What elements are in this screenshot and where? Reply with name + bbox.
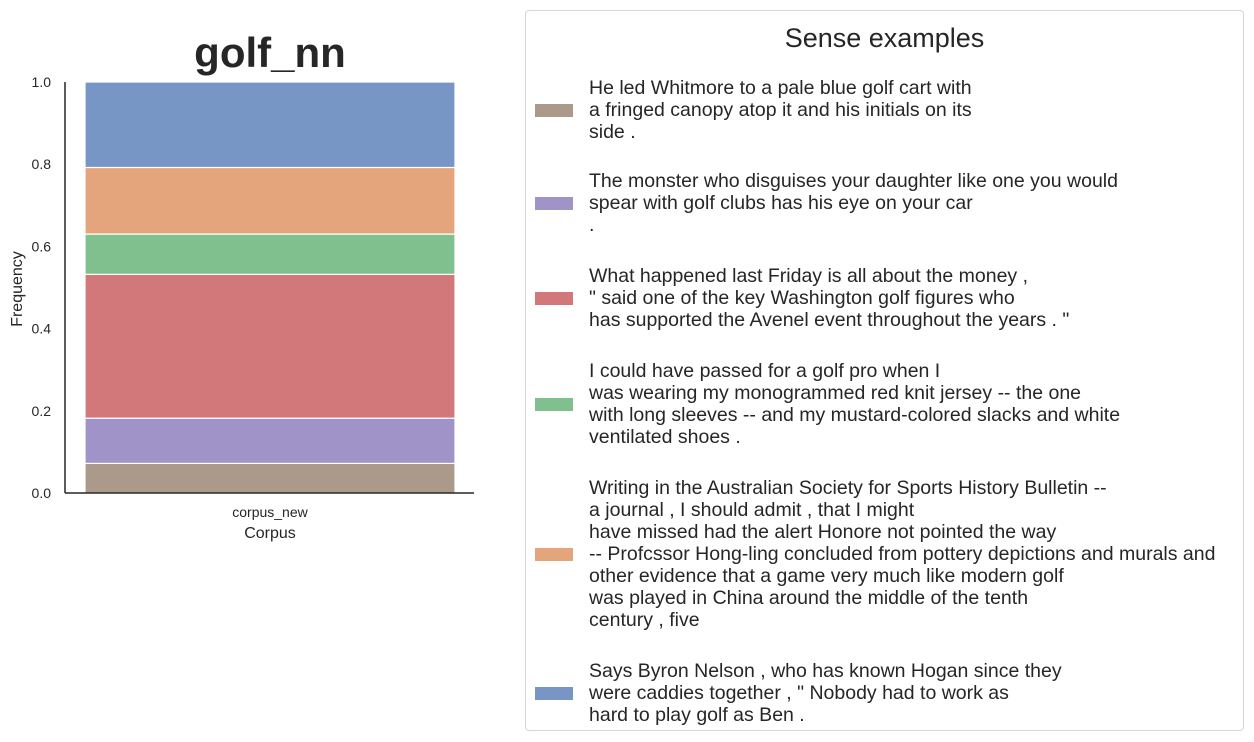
chart: golf_nn 0.0 0.2 0.4 0.6 0.8 1.0 corpus_new Co… [9, 29, 474, 542]
bar-segment-1 [84, 462, 456, 494]
legend-entry: I could have passed for a golf pro when … [526, 360, 1243, 448]
legend-swatch [535, 104, 573, 117]
x-axis-label: Corpus [244, 525, 296, 542]
legend-entry: Says Byron Nelson , who has known Hogan … [526, 660, 1243, 726]
y-tick-label: 0.6 [32, 238, 52, 254]
legend-swatch [535, 197, 573, 210]
chart-title: golf_nn [194, 29, 346, 76]
y-axis-label: Frequency [9, 251, 26, 327]
y-tick-label: 0.4 [32, 321, 52, 337]
y-tick-label: 0.2 [32, 403, 52, 419]
legend-entry: What happened last Friday is all about t… [526, 265, 1243, 331]
legend-label: Says Byron Nelson , who has known Hogan … [589, 660, 1062, 726]
x-tick-label: corpus_new [232, 504, 308, 520]
legend-entry: The monster who disguises your daughter … [526, 170, 1243, 236]
y-tick-label: 0.8 [32, 156, 52, 172]
legend-label: The monster who disguises your daughter … [589, 170, 1118, 236]
bar-segment-3 [84, 273, 456, 419]
legend-swatch [535, 687, 573, 700]
bar-segment-5 [84, 166, 456, 235]
y-tick-label: 1.0 [32, 74, 52, 90]
bar-segment-4 [84, 233, 456, 275]
bar-segment-2 [84, 417, 456, 465]
legend-label: Writing in the Australian Society for Sp… [589, 477, 1216, 631]
x-tick-labels: corpus_new [232, 504, 308, 520]
legend-entry: Writing in the Australian Society for Sp… [526, 477, 1243, 631]
y-tick-label: 0.0 [32, 485, 52, 501]
legend: Sense examples He led Whitmore to a pale… [525, 10, 1244, 731]
y-tick-labels: 0.0 0.2 0.4 0.6 0.8 1.0 [32, 74, 52, 501]
legend-swatch [535, 548, 573, 561]
legend-label: What happened last Friday is all about t… [589, 265, 1070, 331]
legend-entry: He led Whitmore to a pale blue golf cart… [526, 77, 1243, 143]
legend-label: He led Whitmore to a pale blue golf cart… [589, 77, 972, 143]
bar-segment-6 [84, 81, 456, 169]
legend-label: I could have passed for a golf pro when … [589, 360, 1121, 448]
legend-swatch [535, 292, 573, 305]
legend-title: Sense examples [784, 23, 985, 53]
bars-layer [84, 81, 456, 494]
legend-swatch [535, 398, 573, 411]
